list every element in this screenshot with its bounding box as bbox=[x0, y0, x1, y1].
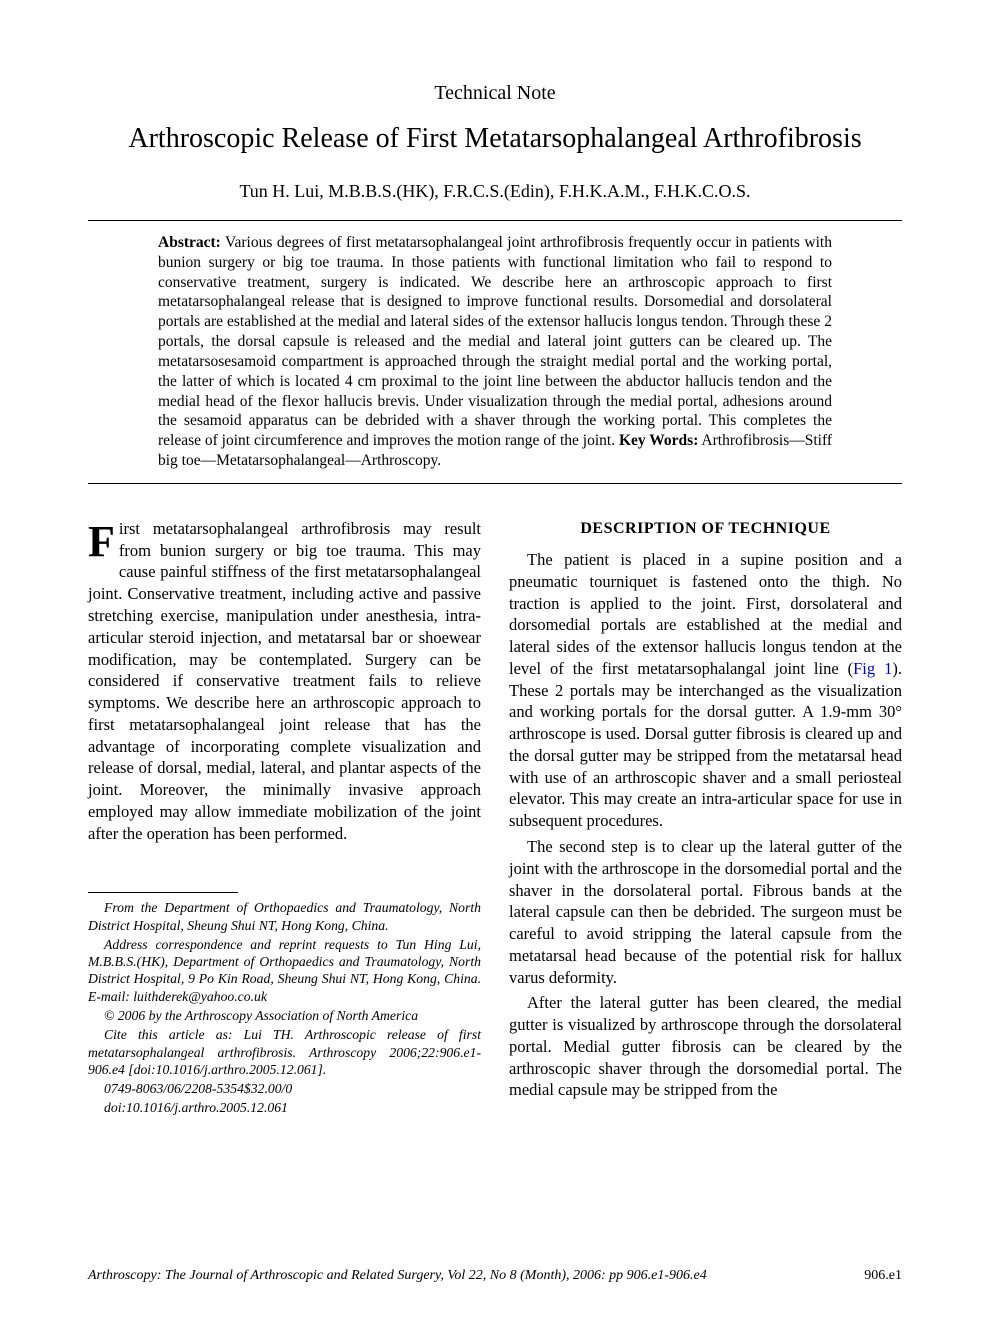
abstract-text: Various degrees of first metatarsophalan… bbox=[158, 234, 832, 449]
keywords-label: Key Words: bbox=[619, 432, 698, 449]
footnote-copyright: © 2006 by the Arthroscopy Association of… bbox=[88, 1007, 481, 1024]
body-paragraph: irst metatarsophalangeal arthrofibrosis … bbox=[88, 519, 481, 843]
body-paragraph: The second step is to clear up the later… bbox=[509, 836, 902, 988]
footnote-issn: 0749-8063/06/2208-5354$32.00/0 bbox=[88, 1080, 481, 1097]
abstract-label: Abstract: bbox=[158, 234, 221, 251]
page: Technical Note Arthroscopic Release of F… bbox=[0, 0, 990, 1320]
body-paragraph: The patient is placed in a supine positi… bbox=[509, 550, 902, 678]
right-column: DESCRIPTION OF TECHNIQUE The patient is … bbox=[509, 518, 902, 1119]
body-paragraph: ). These 2 portals may be interchanged a… bbox=[509, 659, 902, 830]
article-title: Arthroscopic Release of First Metatarsop… bbox=[88, 123, 902, 155]
abstract-block: Abstract: Various degrees of first metat… bbox=[88, 221, 902, 483]
footnote-correspondence: Address correspondence and reprint reque… bbox=[88, 936, 481, 1005]
footnote-affiliation: From the Department of Orthopaedics and … bbox=[88, 899, 481, 934]
figure-reference-link[interactable]: Fig 1 bbox=[853, 659, 892, 678]
footnote-doi: doi:10.1016/j.arthro.2005.12.061 bbox=[88, 1099, 481, 1116]
author-line: Tun H. Lui, M.B.B.S.(HK), F.R.C.S.(Edin)… bbox=[88, 181, 902, 202]
section-heading: DESCRIPTION OF TECHNIQUE bbox=[509, 518, 902, 539]
left-column: F irst metatarsophalangeal arthrofibrosi… bbox=[88, 518, 481, 1119]
footnote-rule bbox=[88, 892, 238, 893]
two-column-body: F irst metatarsophalangeal arthrofibrosi… bbox=[88, 518, 902, 1119]
divider-rule bbox=[88, 483, 902, 484]
footnotes-block: From the Department of Orthopaedics and … bbox=[88, 899, 481, 1116]
section-label: Technical Note bbox=[88, 82, 902, 105]
journal-citation: Arthroscopy: The Journal of Arthroscopic… bbox=[88, 1268, 707, 1284]
page-footer: Arthroscopy: The Journal of Arthroscopic… bbox=[88, 1268, 902, 1284]
body-paragraph: After the lateral gutter has been cleare… bbox=[509, 992, 902, 1101]
footnote-citation: Cite this article as: Lui TH. Arthroscop… bbox=[88, 1026, 481, 1078]
dropcap: F bbox=[88, 518, 119, 562]
page-number: 906.e1 bbox=[864, 1268, 902, 1284]
